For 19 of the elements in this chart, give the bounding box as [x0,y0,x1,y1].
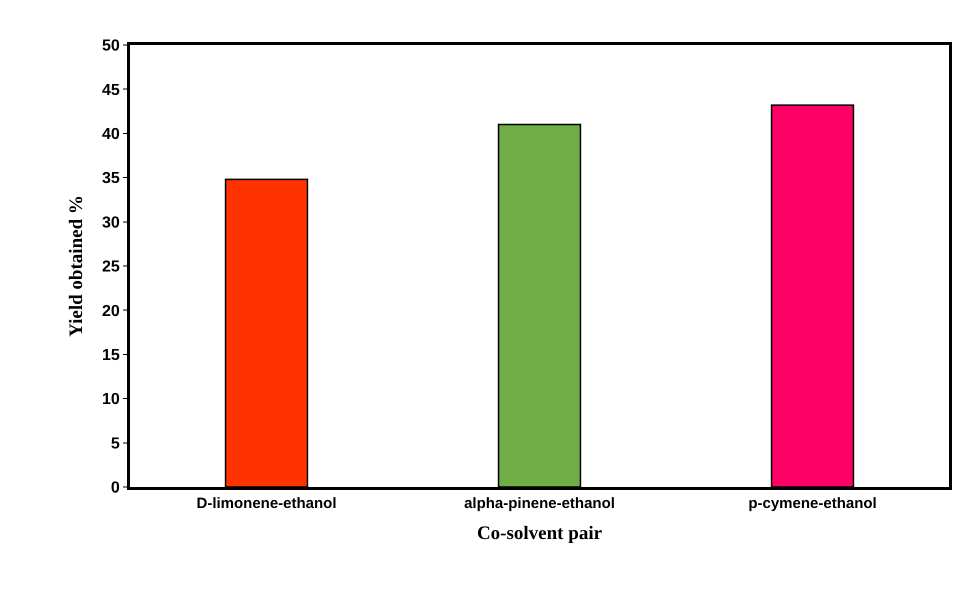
bar [770,104,854,487]
y-tick-label: 50 [102,38,120,55]
y-tick-label: 15 [102,347,120,364]
y-tick-label: 45 [102,82,120,99]
x-tick-label: D-limonene-ethanol [196,495,337,512]
y-tick-label: 5 [110,435,120,452]
y-tick-label: 0 [110,480,120,497]
y-axis-title: Yield obtained % [66,195,87,337]
bar [498,124,582,487]
bar [224,178,308,487]
y-tick-label: 40 [102,126,120,143]
y-tick-label: 30 [102,214,120,232]
y-tick-label: 25 [102,258,120,276]
y-tick-label: 10 [102,391,120,408]
x-tick-label: p-cymene-ethanol [748,495,877,512]
y-tick-label: 35 [102,170,120,188]
y-tick-label: 20 [102,302,120,320]
x-tick-label: alpha-pinene-ethanol [464,495,615,512]
x-axis-title: Co-solvent pair [476,522,603,544]
